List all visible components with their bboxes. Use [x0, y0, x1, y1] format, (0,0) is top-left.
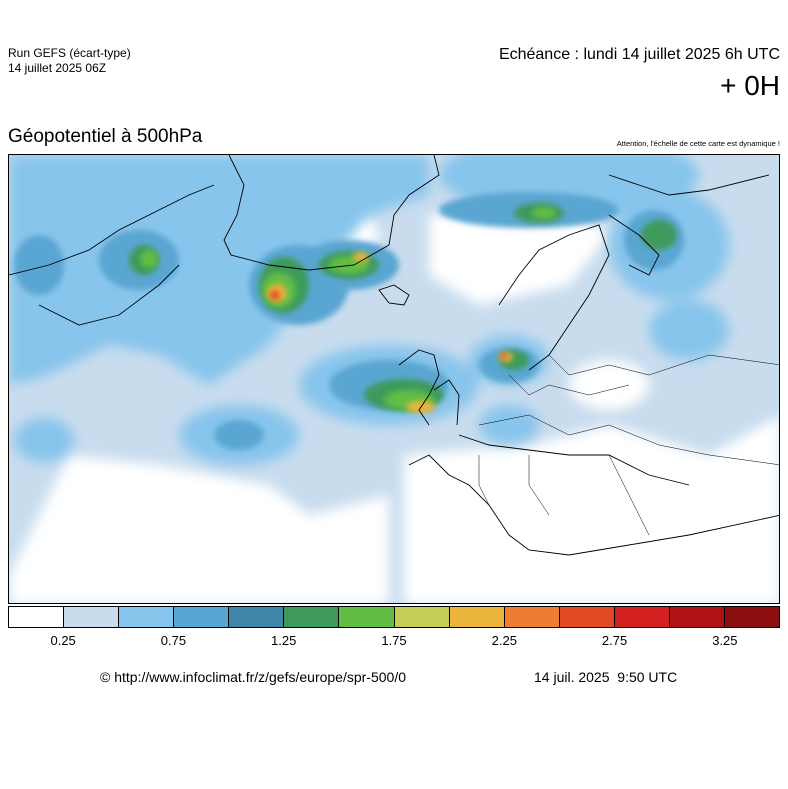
weather-map [8, 154, 780, 604]
map-title: Géopotentiel à 500hPa [8, 126, 203, 147]
scale-tick-label: 0.75 [160, 633, 187, 648]
scale-tick-label: 1.25 [271, 633, 297, 648]
scale-tick-label: 3.25 [712, 633, 738, 648]
generation-timestamp: 14 juil. 2025 9:50 UTC [534, 669, 678, 685]
run-title: Run GEFS (écart-type) [8, 46, 131, 60]
lead-time: + 0H [720, 70, 780, 101]
scale-cell-7 [394, 607, 450, 627]
scale-cell-3 [174, 607, 230, 627]
scale-ticks: 0.25 0.75 1.25 1.75 2.25 2.75 3.25 [8, 633, 780, 649]
scale-cell-4 [229, 607, 285, 627]
run-date: 14 juillet 2025 06Z [8, 61, 107, 75]
forecast-valid-time: Echéance : lundi 14 juillet 2025 6h UTC [498, 46, 780, 63]
scale-cell-11 [614, 607, 670, 627]
scale-cell-9 [504, 607, 560, 627]
coastlines [9, 155, 779, 556]
scale-cell-0 [9, 607, 65, 627]
scale-cell-6 [339, 607, 395, 627]
scale-cell-10 [559, 607, 615, 627]
source-link[interactable]: © http://www.infoclimat.fr/z/gefs/europe… [100, 669, 407, 685]
dynamic-scale-notice: Attention, l'échelle de cette carte est … [616, 139, 780, 148]
scale-tick-label: 2.75 [601, 633, 628, 648]
scale-tick-label: 2.25 [491, 633, 517, 648]
scale-cell-5 [284, 607, 340, 627]
borders [478, 354, 779, 536]
spread-2-50 [270, 290, 507, 359]
scale-tick-label: 0.25 [50, 633, 76, 648]
scale-cell-2 [119, 607, 175, 627]
spread-field-map [9, 155, 779, 603]
scale-cell-13 [725, 607, 780, 627]
scale-cell-1 [64, 607, 120, 627]
scale-tick-label: 1.75 [381, 633, 407, 648]
color-scale [8, 606, 780, 628]
scale-cell-8 [449, 607, 505, 627]
scale-cell-12 [669, 607, 726, 627]
